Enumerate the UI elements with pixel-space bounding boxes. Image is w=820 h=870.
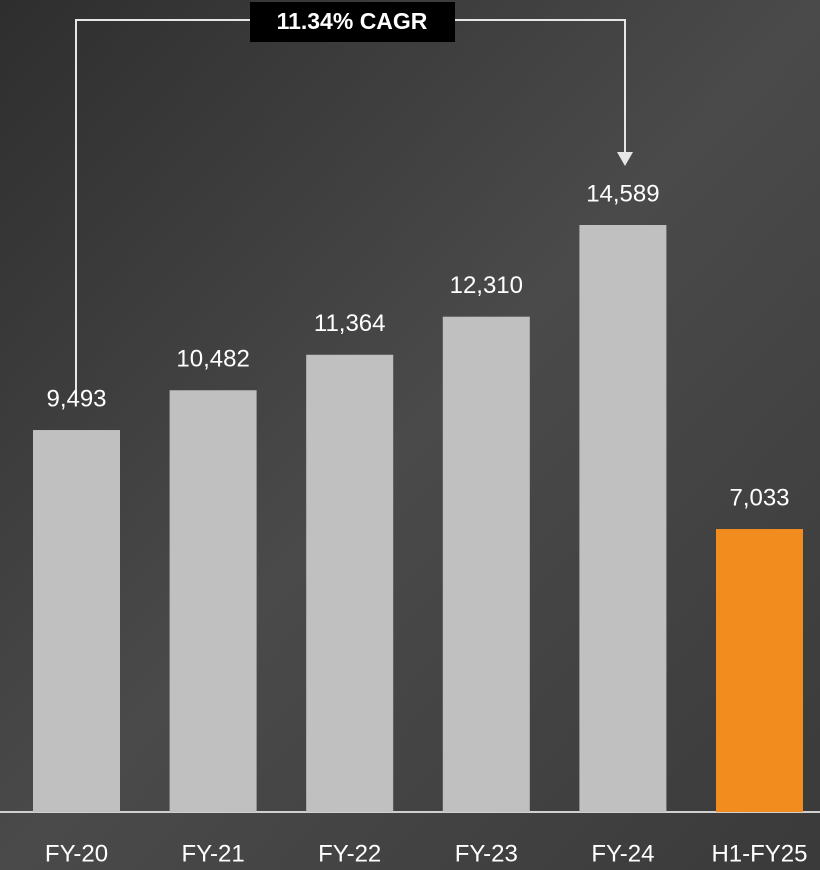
x-tick-label: H1-FY25	[711, 840, 807, 867]
x-tick-label: FY-21	[182, 840, 245, 867]
value-label: 11,364	[314, 310, 386, 337]
value-label: 10,482	[176, 346, 249, 373]
cagr-box	[250, 2, 455, 42]
cagr-label: 11.34% CAGR	[277, 8, 428, 34]
x-tick-label: FY-23	[455, 840, 518, 867]
x-tick-label: FY-22	[318, 840, 381, 867]
x-tick-label: FY-24	[591, 840, 654, 867]
value-label: 14,589	[586, 180, 659, 207]
bar	[442, 316, 530, 812]
value-label: 9,493	[46, 385, 106, 412]
x-tick-label: FY-20	[45, 840, 108, 867]
bar	[579, 225, 667, 812]
bar	[169, 390, 257, 812]
bar	[716, 529, 803, 812]
value-label: 12,310	[450, 272, 523, 299]
value-label: 7,033	[729, 484, 789, 511]
arrow-head	[617, 152, 633, 166]
bar	[33, 430, 120, 812]
bar	[306, 354, 394, 812]
